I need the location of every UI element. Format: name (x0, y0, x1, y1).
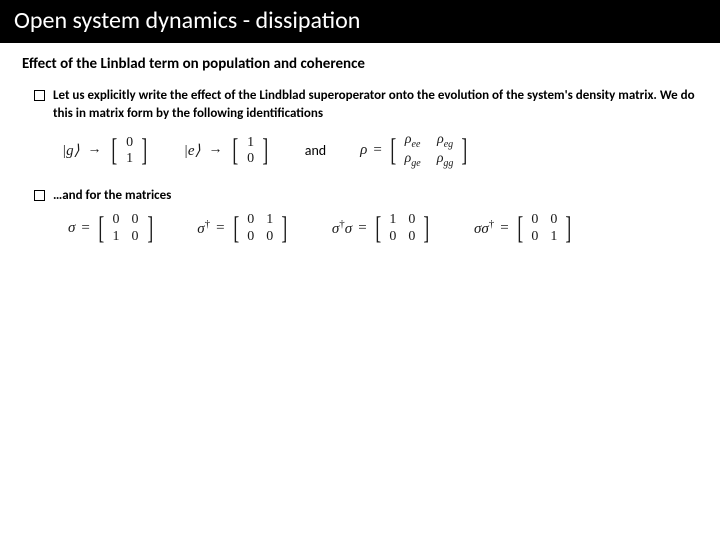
eq-sigma-dagger-sigma: σ†σ = [ 10 00 ] (332, 212, 432, 244)
eq-ket-e: |e⟩ → [ 1 0 ] (184, 134, 271, 166)
matrix-sigma-dagger: 01 00 (247, 212, 273, 244)
matrix-rho: ρee ρeg ρge ρgg (405, 132, 454, 169)
bullet-text: …and for the matrices (53, 187, 171, 205)
slide-title: Open system dynamics - dissipation (14, 6, 360, 35)
eq-rho: ρ = [ ρee ρeg ρge ρgg ] (360, 132, 470, 169)
equation-block-1: |g⟩ → [ 0 1 ] |e⟩ → [ 1 0 ] and ρ = [ (62, 132, 698, 169)
bullet-text: Let us explicitly write the effect of th… (53, 87, 698, 122)
and-label: and (305, 142, 326, 159)
slide-subtitle: Effect of the Linblad term on population… (22, 55, 698, 73)
eq-ket-g: |g⟩ → [ 0 1 ] (62, 134, 150, 166)
square-bullet-icon (34, 90, 45, 101)
slide-content: Effect of the Linblad term on population… (0, 43, 720, 244)
eq-sigma-sigma-dagger: σσ† = [ 00 01 ] (474, 212, 574, 244)
matrix-sds: 10 00 (389, 212, 415, 244)
square-bullet-icon (34, 190, 45, 201)
eq-sigma: σ = [ 00 10 ] (68, 212, 155, 244)
bullet-item: Let us explicitly write the effect of th… (34, 87, 698, 122)
bullet-item: …and for the matrices (34, 187, 698, 205)
vector-g: 0 1 (126, 135, 133, 167)
eq-sigma-dagger: σ† = [ 01 00 ] (197, 212, 290, 244)
equation-block-2: σ = [ 00 10 ] σ† = [ 01 00 ] σ†σ = [ 10 (68, 212, 698, 244)
matrix-ssd: 00 01 (531, 212, 557, 244)
slide-title-bar: Open system dynamics - dissipation (0, 0, 720, 43)
vector-e: 1 0 (247, 135, 254, 167)
matrix-sigma: 00 10 (113, 212, 139, 244)
